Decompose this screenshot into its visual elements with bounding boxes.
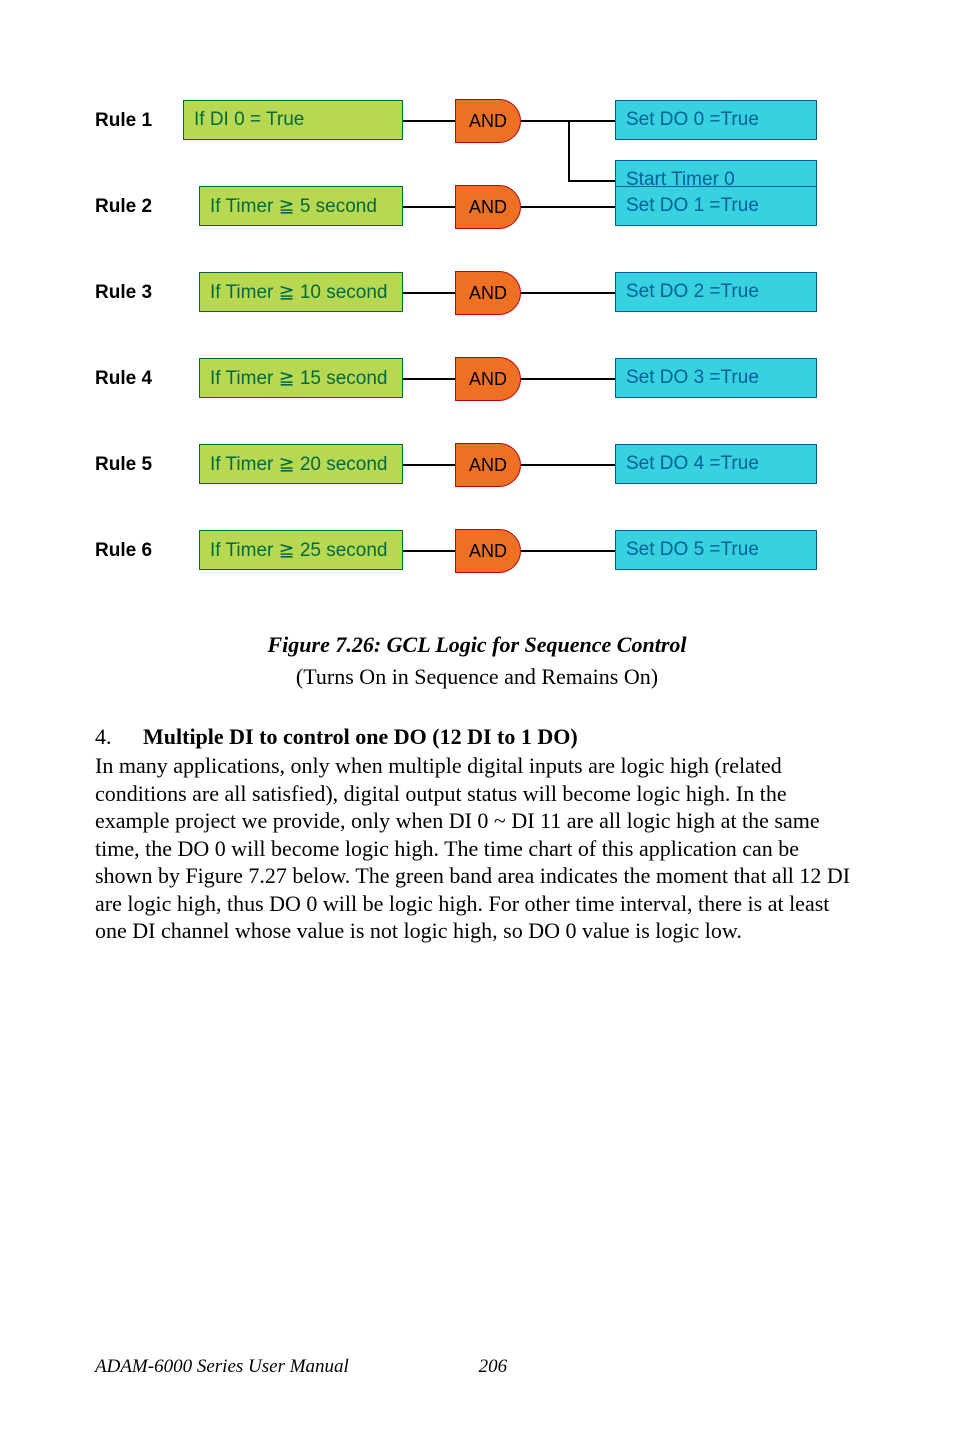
and-gate: AND [455,529,521,573]
rule-output-box: Set DO 1 =True [615,186,817,226]
rule-row: Rule 5If Timer ≧ 20 secondANDSet DO 4 =T… [105,444,859,492]
rule-input-box: If Timer ≧ 5 second [199,186,403,226]
and-gate: AND [455,443,521,487]
gcl-logic-diagram: Rule 1If DI 0 = TrueANDSet DO 0 =TrueSta… [105,100,859,620]
section-4: 4.Multiple DI to control one DO (12 DI t… [95,724,859,945]
rule-output-box: Set DO 4 =True [615,444,817,484]
figure-caption-title: Figure 7.26: GCL Logic for Sequence Cont… [95,632,859,658]
figure-caption: Figure 7.26: GCL Logic for Sequence Cont… [95,632,859,690]
rule-input-box: If Timer ≧ 10 second [199,272,403,312]
and-gate-label: AND [455,99,521,143]
page-footer: ADAM-6000 Series User Manual 206 [95,1356,859,1378]
connector-line [521,464,615,466]
figure-caption-subtitle: (Turns On in Sequence and Remains On) [95,664,859,690]
rule-label: Rule 5 [95,454,152,476]
rule-input-box: If DI 0 = True [183,100,403,140]
connector-line [521,206,615,208]
rule-output-box: Set DO 2 =True [615,272,817,312]
connector-line [403,120,455,122]
connector-line [403,464,455,466]
connector-line [521,292,615,294]
connector-line [403,550,455,552]
rule-row: Rule 4If Timer ≧ 15 secondANDSet DO 3 =T… [105,358,859,406]
section-number: 4. [95,724,143,750]
section-heading: 4.Multiple DI to control one DO (12 DI t… [95,724,859,750]
rule-row: Rule 6If Timer ≧ 25 secondANDSet DO 5 =T… [105,530,859,578]
section-body: In many applications, only when multiple… [95,752,859,945]
and-gate: AND [455,357,521,401]
rule-label: Rule 3 [95,282,152,304]
rule-output-box: Set DO 0 =True [615,100,817,140]
section-title: Multiple DI to control one DO (12 DI to … [143,724,578,749]
and-gate-label: AND [455,185,521,229]
and-gate: AND [455,271,521,315]
and-gate-label: AND [455,271,521,315]
rule-input-box: If Timer ≧ 25 second [199,530,403,570]
connector-line [568,180,615,182]
rule-output-box: Set DO 3 =True [615,358,817,398]
and-gate: AND [455,99,521,143]
connector-line [403,206,455,208]
connector-line [521,378,615,380]
connector-line [403,378,455,380]
page-number: 206 [479,1356,508,1377]
rule-label: Rule 4 [95,368,152,390]
connector-line [568,120,570,180]
rule-input-box: If Timer ≧ 20 second [199,444,403,484]
and-gate-label: AND [455,357,521,401]
rule-label: Rule 2 [95,196,152,218]
rule-row: Rule 2If Timer ≧ 5 secondANDSet DO 1 =Tr… [105,186,859,234]
rule-label: Rule 6 [95,540,152,562]
rule-row: Rule 3If Timer ≧ 10 secondANDSet DO 2 =T… [105,272,859,320]
and-gate-label: AND [455,529,521,573]
rule-input-box: If Timer ≧ 15 second [199,358,403,398]
rule-label: Rule 1 [95,110,152,132]
and-gate: AND [455,185,521,229]
connector-line [521,550,615,552]
and-gate-label: AND [455,443,521,487]
rule-row: Rule 1If DI 0 = TrueANDSet DO 0 =TrueSta… [105,100,859,148]
manual-title: ADAM-6000 Series User Manual [95,1356,349,1377]
rule-output-box: Set DO 5 =True [615,530,817,570]
connector-line [403,292,455,294]
